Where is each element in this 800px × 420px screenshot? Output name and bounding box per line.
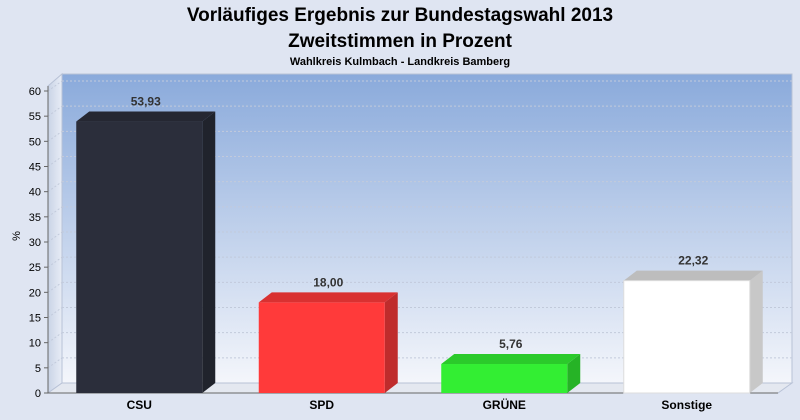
grid-line [47,307,63,318]
bar-front [258,302,385,393]
data-label: 5,76 [499,337,523,351]
y-tick-label: 45 [29,162,41,174]
x-tick-label: GRÜNE [483,397,526,412]
y-tick-label: 15 [29,313,41,325]
bar-front [623,280,751,394]
bar-top [76,111,216,122]
bar-spd: 18,00 [258,275,398,393]
grid-line [47,105,63,117]
x-axis-labels: CSU SPD GRÜNE Sonstige [127,397,713,412]
bar-top [258,292,398,303]
bar-sonstige: 22,32 [623,254,763,394]
bar-grüne: 5,76 [441,337,581,393]
x-tick-label: Sonstige [661,398,712,412]
y-tick-label: 50 [29,136,41,148]
x-tick-label: CSU [127,398,152,412]
grid-line [47,156,63,167]
bar-side [202,111,216,393]
x-tick-label: SPD [309,398,334,412]
data-label: 18,00 [313,275,343,289]
plot-side-wall [47,72,63,394]
grid-line [47,80,63,92]
bar-front [76,121,203,393]
grid-line [47,357,63,369]
bars: 53,93 18,00 5,76 22,32 [76,95,763,394]
data-label: 53,93 [131,95,161,109]
data-label: 22,32 [678,254,708,268]
chart-title: Vorläufiges Ergebnis zur Bundestagswahl … [187,5,613,26]
y-axis: 0 5 10 15 20 25 30 35 40 45 50 55 60 [29,86,48,400]
bar-side [384,292,398,393]
y-tick-label: 35 [29,212,41,224]
y-tick-label: 25 [29,262,41,274]
grid-line [47,181,63,193]
bar-top [623,270,763,281]
bar-side [749,270,763,393]
y-tick-label: 0 [35,388,41,400]
bar-side [567,354,581,393]
y-tick-label: 40 [29,187,41,199]
y-tick-label: 60 [29,86,41,98]
grid-line [47,281,63,293]
grid-line [47,332,63,344]
grid-line [47,231,63,243]
grid-line [47,130,63,142]
y-tick-label: 55 [29,111,41,123]
chart-caption: Wahlkreis Kulmbach - Landkreis Bamberg [290,56,510,68]
y-tick-label: 5 [35,363,41,375]
grid-line [47,206,63,218]
y-tick-label: 20 [29,287,41,299]
bar-csu: 53,93 [76,95,216,393]
grid-line [47,256,63,268]
y-tick-label: 30 [29,237,41,249]
bar-front [441,364,568,393]
y-axis-label: % [11,231,23,241]
y-tick-label: 10 [29,338,41,350]
bar-top [441,354,581,365]
chart-subtitle: Zweitstimmen in Prozent [288,31,512,52]
